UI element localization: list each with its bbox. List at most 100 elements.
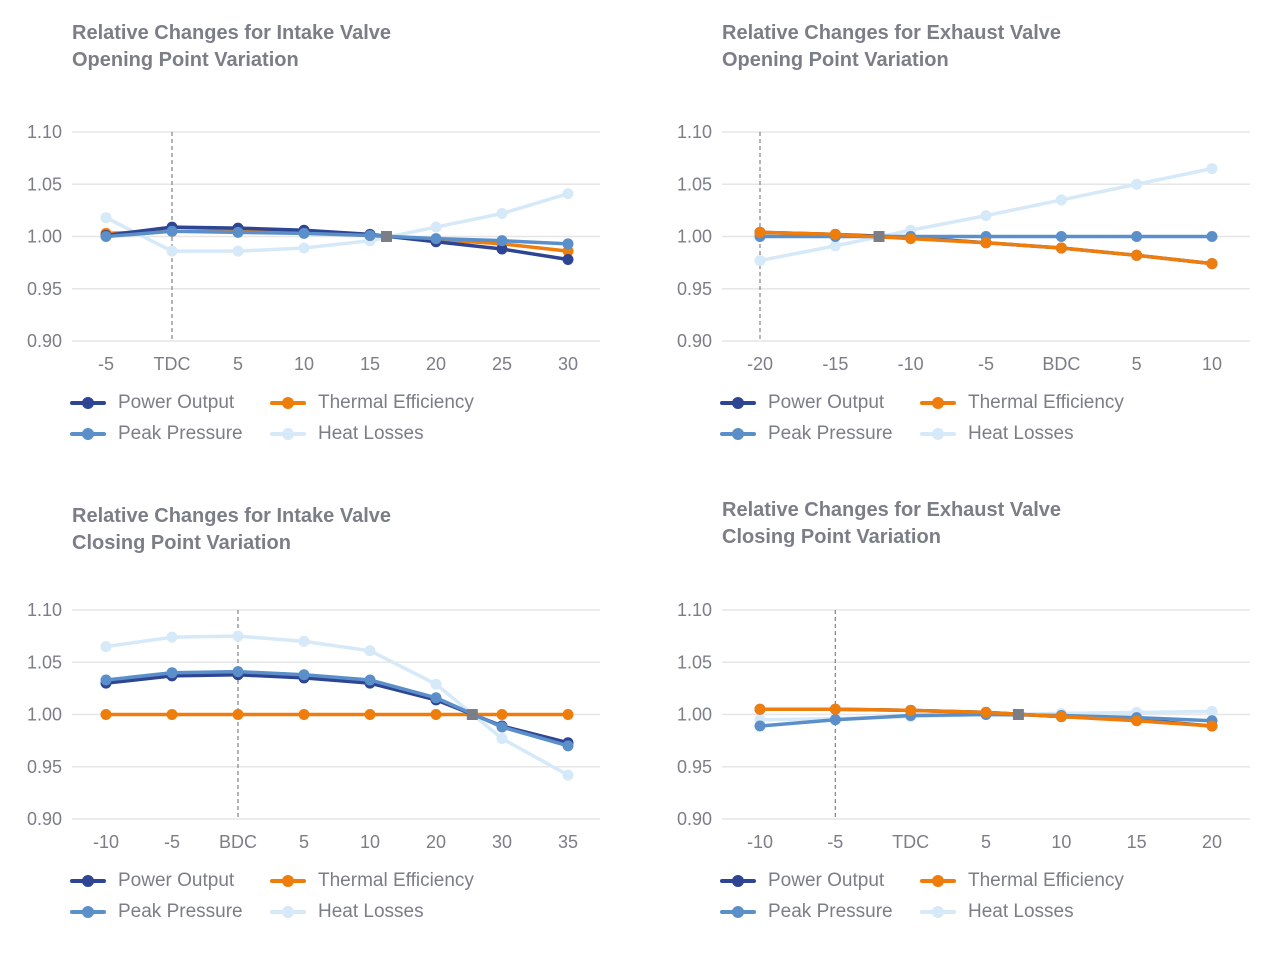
chart-title-line1: Relative Changes for Intake Valve	[72, 505, 392, 527]
x-tick-label: TDC	[892, 832, 929, 852]
legend-swatch-icon	[720, 875, 756, 887]
data-point	[562, 238, 574, 250]
y-tick-label: 1.10	[677, 600, 712, 620]
legend-label: Power Output	[118, 870, 235, 891]
legend-item-peak-pressure: Peak Pressure	[720, 423, 893, 445]
data-point	[100, 709, 112, 720]
legend-label: Thermal Efficiency	[968, 392, 1124, 413]
chart-panel-intake-closing: Relative Changes for Intake Valve Closin…	[0, 478, 640, 958]
reference-point-marker	[873, 231, 885, 242]
legend-swatch-icon	[270, 875, 306, 887]
x-tick-label: 5	[981, 832, 991, 852]
series-thermal-efficiency	[754, 703, 1218, 732]
data-point	[829, 228, 841, 240]
legend-label: Peak Pressure	[118, 423, 243, 444]
y-tick-label: 0.95	[677, 757, 712, 777]
legend-marker-icon	[932, 875, 944, 887]
x-tick-label: 25	[492, 354, 512, 374]
y-tick-label: 0.95	[27, 279, 62, 299]
data-point	[166, 667, 178, 679]
legend-marker-icon	[282, 428, 294, 440]
data-point	[430, 692, 442, 704]
y-tick-label: 0.90	[677, 809, 712, 829]
y-tick-label: 1.10	[27, 600, 62, 620]
data-point	[232, 630, 244, 642]
data-point	[166, 709, 178, 720]
x-tick-label: -10	[93, 832, 119, 852]
chart-title: Relative Changes for Intake Valve Openin…	[72, 20, 391, 74]
legend-swatch-icon	[720, 397, 756, 409]
data-point	[364, 229, 376, 241]
legend-item-peak-pressure: Peak Pressure	[720, 901, 893, 923]
data-point	[496, 243, 508, 255]
legend-marker-icon	[82, 875, 94, 887]
data-point	[100, 231, 112, 242]
x-tick-label: 10	[1051, 832, 1071, 852]
chart-title: Relative Changes for Exhaust Valve Closi…	[722, 497, 1061, 551]
legend-marker-icon	[82, 906, 94, 918]
data-point	[298, 669, 310, 681]
y-tick-label: 1.00	[27, 227, 62, 247]
legend-label: Thermal Efficiency	[318, 870, 474, 891]
legend-label: Peak Pressure	[118, 901, 243, 922]
x-tick-label: -10	[747, 832, 773, 852]
y-tick-label: 1.05	[677, 174, 712, 194]
series-heat-losses	[754, 163, 1218, 267]
y-tick-label: 0.95	[27, 757, 62, 777]
data-point	[1206, 720, 1218, 732]
chart-title-line1: Relative Changes for Intake Valve	[72, 22, 392, 44]
data-point	[496, 208, 508, 220]
chart-title-line2: Closing Point Variation	[722, 526, 941, 548]
legend-label: Power Output	[768, 392, 885, 413]
legend-item-thermal-efficiency: Thermal Efficiency	[270, 870, 474, 892]
legend-swatch-icon	[270, 397, 306, 409]
legend-swatch-icon	[70, 875, 106, 887]
chart-title-line2: Opening Point Variation	[72, 49, 299, 71]
data-point	[562, 769, 574, 781]
line-chart: 0.90 0.95 1.00 1.05 1.10 -10 -5 BDC 5 10 20 30 35	[27, 600, 600, 852]
x-tick-label: TDC	[154, 354, 191, 374]
x-tick-label: 5	[233, 354, 243, 374]
chart-title: Relative Changes for Intake Valve Closin…	[72, 503, 391, 557]
reference-point-marker	[466, 709, 478, 720]
x-tick-label: 30	[558, 354, 578, 374]
series-thermal-efficiency	[100, 709, 574, 720]
data-point	[430, 709, 442, 720]
legend-item-thermal-efficiency: Thermal Efficiency	[270, 392, 474, 414]
data-point	[905, 704, 917, 716]
series-line	[105, 191, 569, 253]
legend-item-peak-pressure: Peak Pressure	[70, 901, 243, 923]
data-point	[430, 233, 442, 245]
data-point	[166, 631, 178, 643]
data-point	[829, 714, 841, 726]
y-tick-label: 1.05	[27, 652, 62, 672]
x-tick-label: 20	[426, 354, 446, 374]
legend-marker-icon	[282, 875, 294, 887]
chart-title-line1: Relative Changes for Exhaust Valve	[722, 499, 1062, 521]
chart-panel-exhaust-closing: Relative Changes for Exhaust Valve Closi…	[650, 478, 1280, 958]
legend-label: Thermal Efficiency	[968, 870, 1124, 891]
data-point	[1055, 711, 1067, 723]
data-point	[298, 242, 310, 254]
legend-label: Heat Losses	[318, 901, 424, 922]
series-heat-losses	[100, 630, 574, 781]
y-tick-label: 1.05	[27, 174, 62, 194]
data-point	[754, 720, 766, 732]
legend-label: Peak Pressure	[768, 423, 893, 444]
x-tick-label: 5	[1132, 354, 1142, 374]
legend-item-power-output: Power Output	[720, 870, 884, 892]
x-tick-label: 10	[1202, 354, 1222, 374]
data-point	[562, 188, 574, 200]
x-tick-label: 10	[360, 832, 380, 852]
legend-item-heat-losses: Heat Losses	[270, 423, 424, 445]
legend-swatch-icon	[270, 906, 306, 918]
line-chart: 0.90 0.95 1.00 1.05 1.10 -5 TDC 5 10 15 20 25 30	[27, 122, 600, 374]
x-tick-label: 15	[360, 354, 380, 374]
legend-label: Heat Losses	[968, 901, 1074, 922]
data-point	[829, 240, 841, 252]
legend-swatch-icon	[70, 906, 106, 918]
data-point	[496, 721, 508, 733]
series-thermal-efficiency	[754, 226, 1218, 270]
legend-label: Power Output	[768, 870, 885, 891]
x-tick-label: BDC	[1042, 354, 1080, 374]
